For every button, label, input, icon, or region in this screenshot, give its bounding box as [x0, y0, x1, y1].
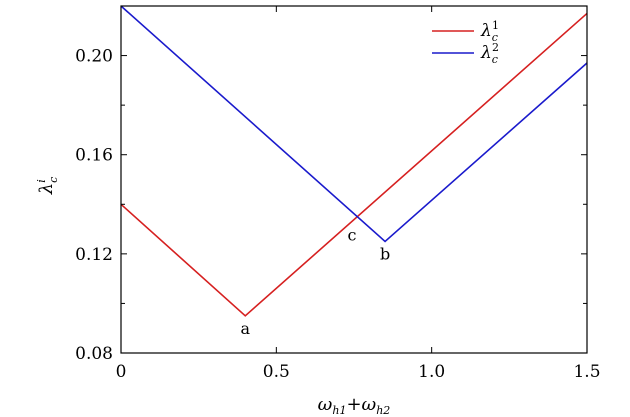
y-axis-label: λci [35, 177, 60, 196]
axis-ticks: 0 0.5 1.0 1.5 0.08 0.12 0.16 0.20 [75, 6, 601, 382]
y-tick-label: 0.16 [75, 146, 113, 166]
x-tick-label: 0 [116, 362, 127, 382]
legend-label-1: λc1 [480, 19, 499, 44]
x-axis-label: ωh1+ωh2 [318, 394, 391, 417]
annotation-b: b [380, 244, 390, 263]
y-tick-label: 0.12 [75, 245, 113, 265]
x-tick-label: 0.5 [263, 362, 290, 382]
annotation-a: a [240, 319, 250, 338]
x-tick-label: 1.0 [418, 362, 445, 382]
point-annotations: a b c [240, 226, 390, 338]
series-line-2 [120, 5, 588, 243]
y-tick-label: 0.20 [75, 47, 113, 67]
series-line-1 [120, 12, 588, 317]
series-lines [120, 5, 588, 317]
annotation-c: c [348, 226, 357, 245]
y-tick-label: 0.08 [75, 344, 113, 364]
legend-label-2: λc2 [480, 41, 499, 66]
x-tick-label: 1.5 [573, 362, 600, 382]
plot-frame [120, 5, 588, 354]
